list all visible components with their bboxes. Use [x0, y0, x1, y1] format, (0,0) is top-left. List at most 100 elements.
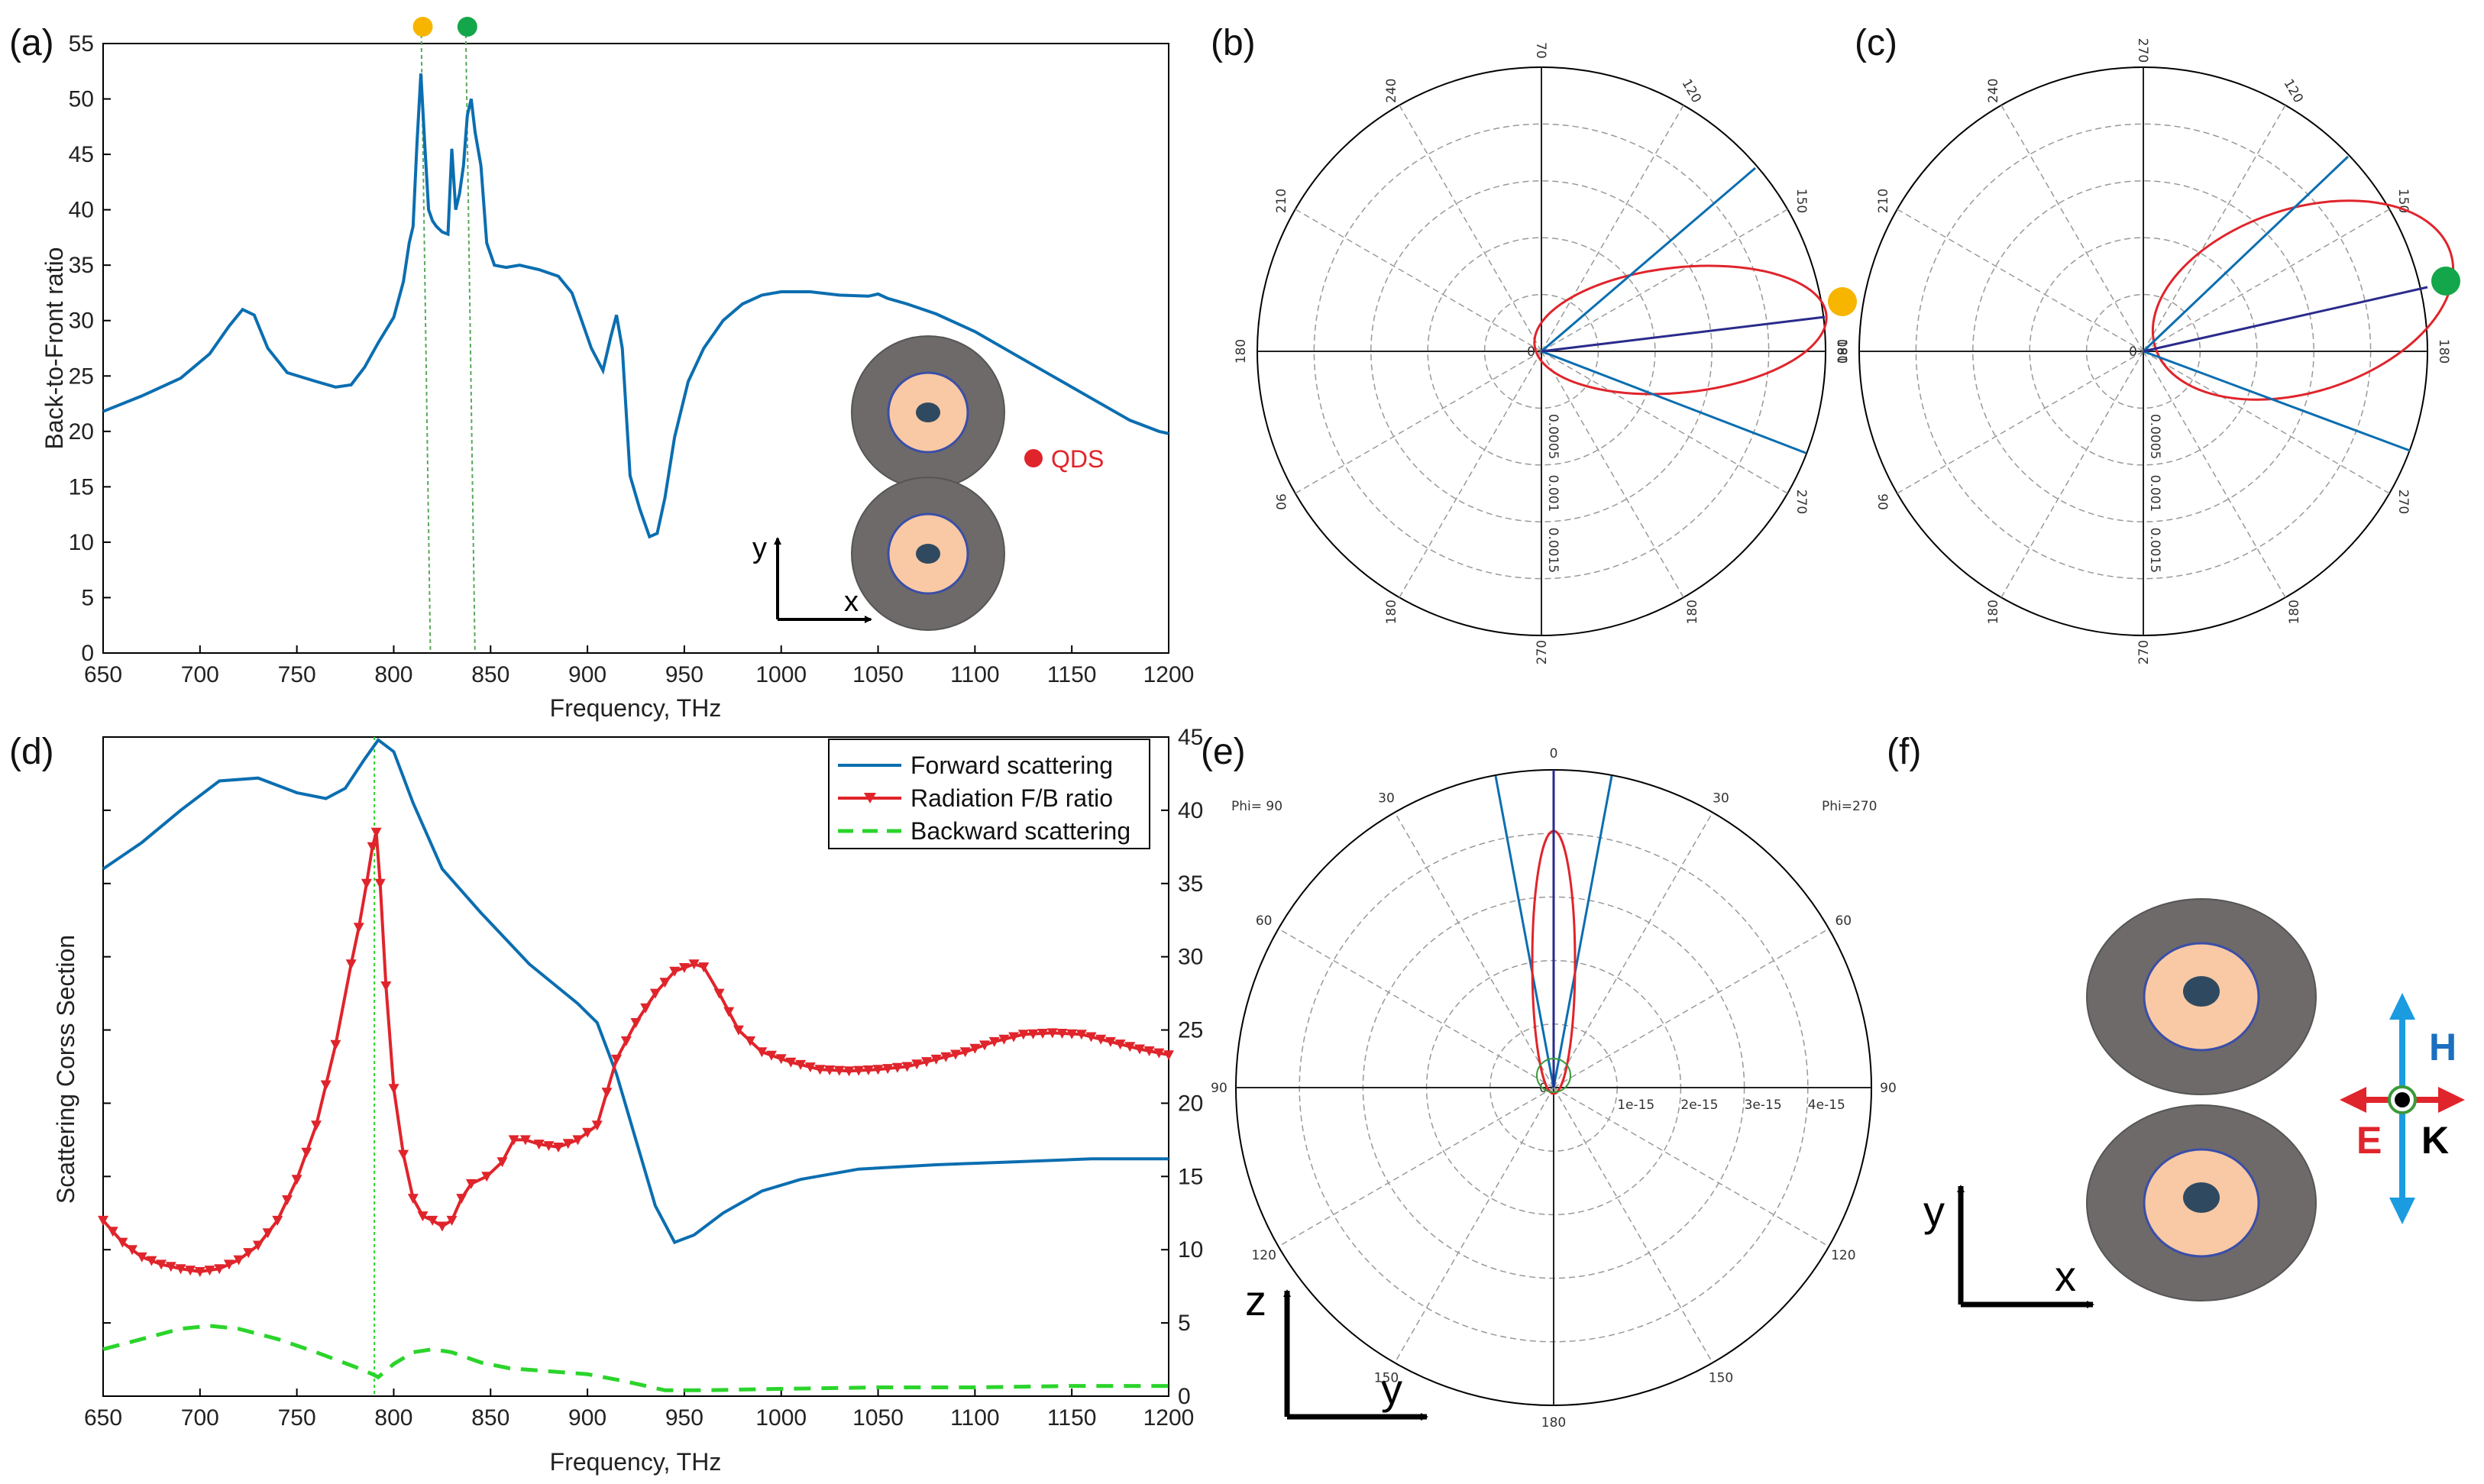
panel-a-xlabel: Frequency, THz [550, 694, 722, 722]
b-spoke [1295, 351, 1542, 494]
fb-ratio-marker [214, 1264, 225, 1275]
panel-a-y-axis-label: y [752, 532, 767, 564]
e-spoke [1394, 1087, 1554, 1363]
c-spoke [1897, 351, 2144, 494]
fb-ratio-marker [649, 988, 661, 999]
fb-ratio-marker [723, 1007, 735, 1017]
fb-ratio-marker [136, 1252, 147, 1263]
panel-c-main-direction [2143, 286, 2428, 353]
fb-ratio-marker [223, 1259, 234, 1270]
fb-ratio-marker [1066, 1029, 1078, 1039]
c-spoke [2143, 351, 2390, 494]
c-angle-label: 180 [2436, 339, 2451, 364]
fb-ratio-marker [543, 1141, 555, 1152]
field-k-label: K [2421, 1119, 2449, 1162]
fb-ratio-marker [427, 1215, 438, 1226]
b-spoke [1295, 209, 1542, 352]
panel-d-xtick-label: 700 [181, 1405, 219, 1431]
fb-ratio-marker [367, 842, 378, 852]
panel-label-d: (d) [9, 732, 54, 772]
fb-ratio-marker [804, 1062, 816, 1073]
fb-ratio-marker [1056, 1029, 1068, 1039]
fb-ratio-marker [165, 1262, 176, 1272]
panel-a-ytick-label: 45 [69, 142, 94, 167]
panel-b-main-direction [1541, 315, 1826, 353]
backward-scattering-line [102, 1324, 1169, 1392]
c-angle-label: 180 [1986, 600, 2001, 624]
fb-ratio-marker [713, 988, 725, 999]
fb-ratio-marker [311, 1120, 322, 1131]
e-spoke [1553, 812, 1713, 1088]
fb-ratio-marker [291, 1175, 302, 1185]
panel-d-xlabel: Frequency, THz [550, 1448, 722, 1476]
panel-a-xtick-label: 900 [568, 662, 606, 687]
panel-f-dimer-bottom [2086, 1104, 2317, 1301]
fb-ratio-marker [998, 1034, 1010, 1045]
fb-ratio-marker [843, 1066, 855, 1077]
fb-ratio-marker [678, 963, 690, 973]
fb-ratio-marker [872, 1065, 884, 1075]
c-radial-label: 0.001 [2147, 475, 2162, 512]
fb-ratio-marker [775, 1054, 787, 1065]
fb-ratio-marker [611, 1054, 623, 1065]
fb-ratio-marker [901, 1062, 913, 1072]
panel-d-ytick-label: 20 [1178, 1091, 1203, 1116]
panel-e-beam-left [1494, 775, 1555, 1088]
fb-ratio-marker [1085, 1032, 1097, 1043]
panel-d-xtick-label: 900 [568, 1405, 606, 1431]
b-spoke [1541, 105, 1684, 352]
panel-a-marker-line [420, 34, 432, 654]
b-spoke [1541, 351, 1788, 494]
panel-d-ytick-label: 40 [1178, 798, 1203, 823]
panel-label-b: (b) [1211, 23, 1256, 63]
fb-ratio-marker [407, 1194, 419, 1204]
fb-ratio-marker [921, 1057, 932, 1068]
field-h-arrow [2389, 993, 2415, 1224]
c-angle-label: 270 [2135, 38, 2150, 63]
fb-ratio-marker [508, 1135, 519, 1146]
b-angle-label: 180 [1685, 600, 1700, 624]
qds-label: QDS [1051, 445, 1104, 473]
e-angle-label: 30 [1713, 791, 1729, 807]
b-angle-label: 270 [1535, 640, 1550, 664]
panel-b-polar: 70 120 150 180 270 180 270 180 90 180 210 240 0 0.000… [1234, 42, 1857, 664]
panel-f-schematic: H E K y x [1923, 898, 2465, 1308]
e-angle-label: 0 [1550, 746, 1558, 761]
fb-ratio-marker [688, 959, 700, 970]
c-spoke [2143, 105, 2286, 352]
fb-ratio-marker [282, 1195, 293, 1205]
panel-f-x-axis-label: x [2055, 1252, 2076, 1300]
fb-ratio-marker [562, 1139, 574, 1149]
c-angle-label: 210 [1876, 189, 1891, 213]
fb-ratio-marker [1075, 1030, 1087, 1040]
c-spoke [2143, 351, 2286, 598]
fb-ratio-marker [496, 1157, 508, 1168]
fb-ratio-marker [979, 1040, 990, 1051]
panel-d-xtick-label: 800 [374, 1405, 412, 1431]
panel-d-xtick-label: 1100 [950, 1405, 1000, 1431]
fb-ratio-marker [175, 1264, 186, 1275]
panel-a-ytick-label: 25 [69, 364, 94, 389]
panel-e-beam-right [1552, 775, 1613, 1088]
b-origin-label: 0 [1527, 344, 1535, 360]
e-spoke [1553, 1087, 1829, 1247]
b-spoke [1399, 351, 1542, 598]
fb-ratio-marker [620, 1036, 632, 1046]
panel-a-xtick-label: 1200 [1143, 662, 1195, 687]
e-angle-label: 150 [1374, 1370, 1399, 1385]
fb-ratio-marker [301, 1147, 312, 1158]
panel-a-xtick-label: 1050 [852, 662, 904, 687]
legend-forward-label: Forward scattering [910, 752, 1113, 779]
panel-d-xtick-label: 850 [471, 1405, 509, 1431]
fb-ratio-marker [630, 1018, 642, 1028]
fb-ratio-marker [1143, 1046, 1155, 1056]
c-angle-label: 120 [2280, 76, 2306, 105]
fb-ratio-marker [882, 1064, 894, 1075]
fb-ratio-marker [1095, 1034, 1107, 1045]
b-radial-label: 0.001 [1545, 475, 1561, 512]
panel-a-ylabel: Back-to-Front ratio [40, 247, 68, 450]
panel-d-xtick-label: 650 [84, 1405, 122, 1431]
fb-ratio-marker [785, 1057, 797, 1068]
fb-ratio-marker [959, 1047, 971, 1058]
c-origin-label: 0 [2129, 344, 2137, 360]
